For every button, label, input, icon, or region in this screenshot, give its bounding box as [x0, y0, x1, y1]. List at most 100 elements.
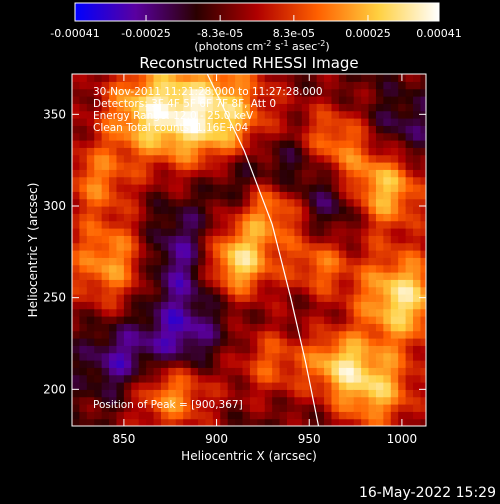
heatmap-cell [398, 184, 407, 192]
heatmap-cell [420, 125, 426, 134]
heatmap-cell [242, 125, 251, 134]
heatmap-cell [413, 367, 422, 376]
heatmap-cell [205, 301, 214, 310]
heatmap-cell [383, 257, 392, 266]
heatmap-cell [301, 176, 310, 185]
heatmap-cell [123, 140, 132, 148]
heatmap-cell [375, 367, 384, 376]
heatmap-cell [212, 411, 221, 420]
heatmap-cell [94, 323, 103, 332]
heatmap-cell [168, 96, 177, 104]
heatmap-cell [294, 235, 303, 244]
heatmap-cell [190, 184, 199, 192]
heatmap-cell [101, 74, 110, 82]
heatmap-cell [264, 272, 273, 280]
heatmap-cell [205, 228, 214, 236]
heatmap-cell [338, 198, 347, 207]
heatmap-cell [227, 191, 236, 200]
heatmap-cell [235, 184, 244, 192]
heatmap-cell [301, 228, 310, 236]
heatmap-cell [235, 301, 244, 310]
heatmap-cell [153, 176, 162, 185]
heatmap-cell [94, 147, 103, 156]
heatmap-cell [190, 345, 199, 354]
heatmap-cell [361, 118, 370, 126]
heatmap-cell [86, 396, 95, 405]
heatmap-cell [242, 140, 251, 148]
heatmap-cell [353, 74, 362, 82]
heatmap-cell [338, 125, 347, 134]
heatmap-cell [279, 81, 288, 90]
heatmap-cell [72, 367, 81, 376]
heatmap-cell [316, 301, 325, 310]
heatmap-cell [138, 206, 147, 214]
heatmap-cell [101, 125, 110, 134]
heatmap-cell [146, 396, 155, 405]
heatmap-cell [227, 184, 236, 192]
heatmap-cell [198, 345, 207, 354]
heatmap-cell [301, 330, 310, 339]
heatmap-cell [79, 308, 88, 317]
heatmap-cell [220, 110, 229, 119]
heatmap-cell [390, 294, 399, 302]
heatmap-cell [390, 330, 399, 339]
heatmap-cell [279, 404, 288, 412]
heatmap-cell [79, 286, 88, 295]
heatmap-cell [138, 125, 147, 134]
heatmap-cell [220, 162, 229, 170]
heatmap-cell [168, 264, 177, 273]
heatmap-cell [190, 338, 199, 346]
heatmap-cell [264, 279, 273, 288]
heatmap-cell [301, 118, 310, 126]
heatmap-cell [131, 184, 140, 192]
heatmap-cell [353, 81, 362, 90]
heatmap-cell [353, 257, 362, 266]
heatmap-cell [123, 272, 132, 280]
heatmap-cell [86, 330, 95, 339]
heatmap-cell [153, 257, 162, 266]
heatmap-cell [286, 147, 295, 156]
heatmap-cell [413, 301, 422, 310]
heatmap-cell [138, 103, 147, 112]
heatmap-cell [79, 154, 88, 163]
heatmap-cell [383, 74, 392, 82]
heatmap-cell [375, 338, 384, 346]
heatmap-cell [368, 308, 377, 317]
heatmap-cell [72, 382, 81, 390]
heatmap-cell [294, 360, 303, 368]
heatmap-cell [272, 250, 281, 258]
heatmap-cell [405, 88, 414, 97]
heatmap-cell [235, 323, 244, 332]
heatmap-cell [72, 88, 81, 97]
heatmap-cell [86, 88, 95, 97]
heatmap-cell [198, 418, 207, 426]
heatmap-cell [383, 103, 392, 112]
heatmap-cell [212, 110, 221, 119]
heatmap-cell [361, 191, 370, 200]
heatmap-cell [138, 228, 147, 236]
heatmap-cell [353, 191, 362, 200]
heatmap-cell [420, 330, 426, 339]
heatmap-cell [353, 103, 362, 112]
heatmap-cell [190, 272, 199, 280]
heatmap-cell [109, 411, 118, 420]
heatmap-cell [190, 125, 199, 134]
heatmap-cell [353, 242, 362, 251]
heatmap-cell [101, 264, 110, 273]
heatmap-cell [316, 286, 325, 295]
heatmap-cell [398, 228, 407, 236]
heatmap-cell [131, 404, 140, 412]
heatmap-cell [286, 330, 295, 339]
heatmap-cell [405, 404, 414, 412]
heatmap-cell [257, 382, 266, 390]
heatmap-cell [383, 316, 392, 324]
heatmap-cell [346, 360, 355, 368]
heatmap-cell [138, 389, 147, 398]
heatmap-cell [316, 198, 325, 207]
heatmap-cell [375, 411, 384, 420]
heatmap-cell [220, 389, 229, 398]
heatmap-cell [123, 308, 132, 317]
heatmap-cell [383, 206, 392, 214]
heatmap-cell [301, 396, 310, 405]
heatmap-cell [294, 330, 303, 339]
